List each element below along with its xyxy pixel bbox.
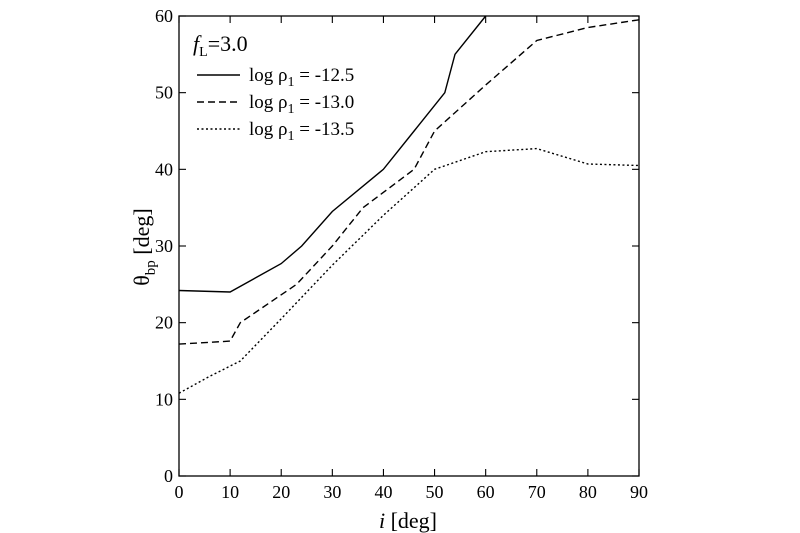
annotation-value: =3.0 <box>208 31 248 56</box>
x-tick-label: 60 <box>477 482 495 502</box>
plot-area <box>178 15 640 477</box>
x-axis-symbol: i <box>379 508 385 533</box>
y-tick-label: 30 <box>155 236 173 256</box>
y-axis-unit: [deg] <box>129 208 154 254</box>
y-axis-label: θbp [deg] <box>129 208 159 285</box>
y-tick-label: 40 <box>155 159 173 179</box>
legend-label-2: log ρ1 = -13.0 <box>249 92 354 117</box>
y-tick-label: 60 <box>155 6 173 26</box>
parameter-annotation: fL=3.0 <box>193 31 248 60</box>
y-tick-label: 0 <box>164 466 173 486</box>
legend-label-1: log ρ1 = -12.5 <box>249 65 354 90</box>
y-tick-label: 50 <box>155 83 173 103</box>
y-tick-label: 20 <box>155 313 173 333</box>
x-tick-label: 10 <box>221 482 239 502</box>
annotation-symbol: f <box>193 31 202 56</box>
x-tick-label: 50 <box>426 482 444 502</box>
series-line-1 <box>178 15 487 293</box>
x-tick-label: 80 <box>579 482 597 502</box>
plot-frame <box>178 15 640 477</box>
x-axis-unit: [deg] <box>391 508 437 533</box>
series-lines <box>178 15 640 394</box>
series-line-2 <box>178 19 640 345</box>
series-line-3 <box>178 147 640 394</box>
y-axis-symbol: θ <box>129 275 154 286</box>
x-tick-label: 40 <box>374 482 392 502</box>
x-axis-label: i [deg] <box>379 508 437 533</box>
x-tick-label: 90 <box>630 482 648 502</box>
y-axis-subscript: bp <box>143 260 159 275</box>
x-tick-label: 70 <box>528 482 546 502</box>
annotation-subscript: L <box>199 45 208 60</box>
x-tick-label: 20 <box>272 482 290 502</box>
x-tick-label: 0 <box>175 482 184 502</box>
legend-label-3: log ρ1 = -13.5 <box>249 119 354 144</box>
axis-ticks: 0 10 20 30 40 50 60 70 80 90 0 10 20 30 40 50 60 <box>155 6 648 502</box>
x-tick-label: 30 <box>323 482 341 502</box>
y-tick-label: 10 <box>155 389 173 409</box>
